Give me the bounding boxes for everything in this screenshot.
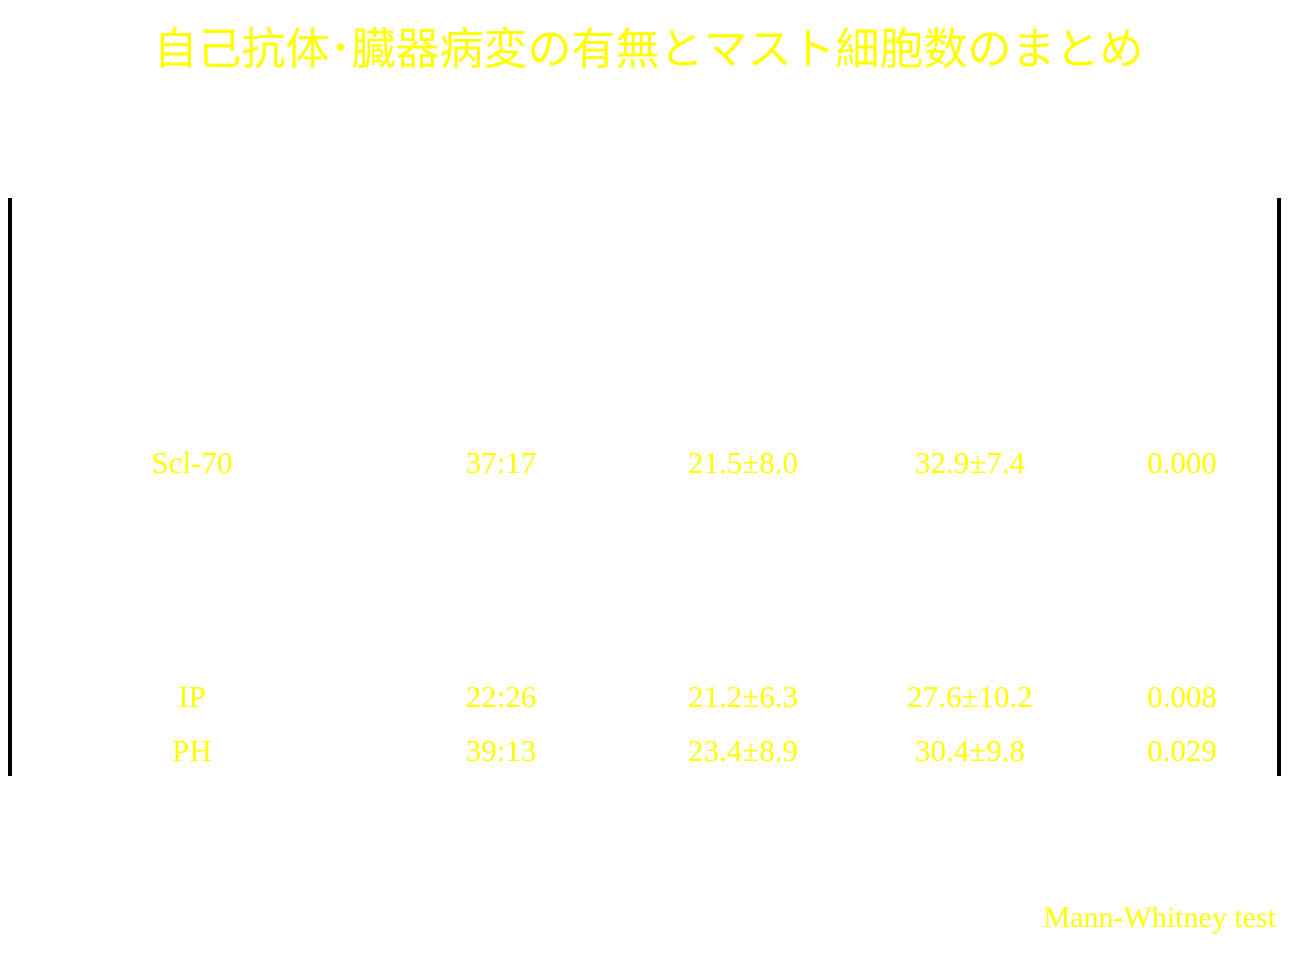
row-mean-b: 32.9±7.4 — [914, 445, 1025, 480]
table-left-border — [8, 198, 12, 776]
row-p-value: 0.000 — [1147, 445, 1217, 480]
row-p-value: 0.008 — [1147, 679, 1217, 714]
row-ratio: 22:26 — [465, 679, 537, 714]
row-mean-a: 23.4±8.9 — [687, 733, 798, 768]
row-label: IP — [178, 679, 206, 714]
row-mean-b: 27.6±10.2 — [907, 679, 1033, 714]
row-label: PH — [172, 733, 212, 768]
slide-title: 自己抗体･臓器病変の有無とマスト細胞数のまとめ — [153, 24, 1144, 75]
row-p-value: 0.029 — [1147, 733, 1217, 768]
row-mean-b: 30.4±9.8 — [914, 733, 1025, 768]
row-mean-a: 21.5±8.0 — [687, 445, 798, 480]
row-label: Scl-70 — [151, 445, 233, 480]
row-mean-a: 21.2±6.3 — [687, 679, 798, 714]
table-right-border — [1277, 198, 1281, 776]
table-row: PH 39:13 23.4±8.9 30.4±9.8 0.029 — [0, 729, 1297, 773]
row-ratio: 39:13 — [465, 733, 537, 768]
statistical-test-note: Mann-Whitney test — [1043, 901, 1276, 934]
table-row: IP 22:26 21.2±6.3 27.6±10.2 0.008 — [0, 675, 1297, 719]
table-row: Scl-70 37:17 21.5±8.0 32.9±7.4 0.000 — [0, 441, 1297, 485]
row-ratio: 37:17 — [465, 445, 537, 480]
